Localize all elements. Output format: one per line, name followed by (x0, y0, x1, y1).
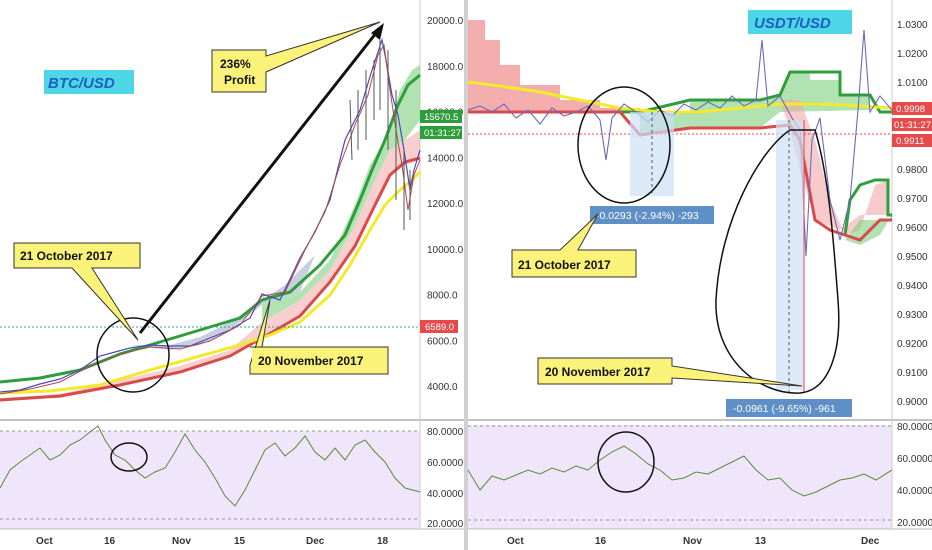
left-rsi-tick: 20.0000 (427, 519, 464, 530)
left-callout-nov-label: 20 November 2017 (258, 354, 364, 368)
right-rsi-tick: 60.0000 (897, 454, 932, 465)
left-y-tick: 10000.0 (427, 245, 464, 256)
left-rsi-axis: 80.0000 60.0000 40.0000 20.0000 (427, 427, 464, 530)
left-callout-oct-label: 21 October 2017 (20, 249, 113, 263)
right-timer-tag (892, 118, 932, 131)
left-circle-annotation (96, 317, 170, 393)
measure-label-oct-text: -0.0293 (-2.94%) -293 (596, 210, 699, 222)
left-callout-oct (13, 242, 141, 341)
profit-arrow-head (371, 23, 384, 40)
right-x-tick: Dec (861, 536, 880, 547)
left-price-tag-top (420, 110, 462, 123)
left-title-box (44, 70, 134, 94)
left-title: BTC/USD (48, 75, 115, 92)
right-title: USDT/USD (754, 15, 831, 32)
right-x-tick: Oct (507, 536, 524, 547)
left-timer-tag (420, 126, 462, 139)
left-y-tick: 6000.0 (427, 336, 458, 347)
right-price-tag-top (892, 102, 932, 115)
measure-label-oct (590, 206, 714, 224)
left-y-tick: 18000.0 (427, 62, 464, 73)
left-price-tag-top-label: 15670.5 (424, 112, 458, 123)
right-timer-tag-label: 01:31:27 (894, 120, 931, 131)
right-price-tag-top-label: 0.9998 (896, 104, 925, 115)
left-rsi-tick: 60.0000 (427, 458, 464, 469)
right-price-area (467, 20, 893, 392)
right-loop-nov (715, 129, 840, 394)
right-callout-oct (511, 213, 637, 278)
right-callout-nov (537, 357, 803, 387)
left-rsi-panel (0, 431, 420, 529)
left-timer-tag-label: 01:31:27 (424, 128, 461, 139)
measure-label-nov (726, 399, 852, 417)
left-price-line-tag-label: 6589.0 (425, 322, 454, 333)
left-y-tick: 20000.0 (427, 16, 464, 27)
profit-callout-line-1: 236% (220, 57, 251, 71)
left-x-tick: Nov (172, 536, 191, 547)
right-y-tick: 1.0200 (897, 49, 928, 60)
right-callout-oct-label: 21 October 2017 (518, 258, 611, 272)
right-y-tick: 0.9600 (897, 223, 928, 234)
right-rsi-tick: 80.0000 (897, 422, 932, 433)
measure-label-nov-text: -0.0961 (-9.65%) -961 (733, 403, 836, 415)
measure-box-nov (776, 120, 804, 390)
right-circle-oct (577, 86, 671, 204)
left-x-tick: 16 (104, 536, 116, 547)
right-x-tick: 16 (595, 536, 607, 547)
left-x-tick: Oct (36, 536, 53, 547)
left-rsi-indicator (0, 425, 421, 520)
profit-callout (211, 21, 381, 93)
right-price-line-tag (892, 134, 932, 147)
left-rsi-tick: 80.0000 (427, 427, 464, 438)
right-rsi-indicator (467, 425, 893, 521)
left-x-tick: Dec (306, 536, 325, 547)
right-rsi-tick: 20.0000 (897, 518, 932, 529)
left-y-tick: 4000.0 (427, 382, 458, 393)
left-x-axis: Oct 16 Nov 15 Dec 18 (36, 536, 389, 547)
right-rsi-panel (468, 425, 892, 529)
right-y-tick: 0.9000 (897, 397, 928, 408)
right-x-tick: 13 (755, 536, 767, 547)
left-price-area (0, 37, 422, 402)
right-y-tick: 0.9200 (897, 339, 928, 350)
right-y-tick: 0.9400 (897, 281, 928, 292)
right-y-tick: 0.9800 (897, 165, 928, 176)
left-y-tick: 14000.0 (427, 153, 464, 164)
right-x-tick: Nov (683, 536, 702, 547)
right-y-tick: 0.9700 (897, 194, 928, 205)
right-y-tick: 0.9500 (897, 252, 928, 263)
right-title-box (748, 10, 852, 34)
right-y-tick: 1.0300 (897, 20, 928, 31)
left-y-tick: 12000.0 (427, 199, 464, 210)
right-rsi-tick: 40.0000 (897, 486, 932, 497)
left-y-tick: 8000.0 (427, 291, 458, 302)
left-price-line-tag (420, 320, 458, 333)
right-y-tick: 0.9100 (897, 368, 928, 379)
left-x-tick: 15 (234, 536, 246, 547)
right-y-tick: 1.0100 (897, 78, 928, 89)
right-x-axis: Oct 16 Nov 13 Dec (507, 536, 880, 547)
right-price-line-tag-label: 0.9911 (896, 136, 924, 147)
right-rsi-axis: 80.0000 60.0000 40.0000 20.0000 (897, 422, 932, 529)
left-rsi-tick: 40.0000 (427, 489, 464, 500)
right-callout-nov-label: 20 November 2017 (545, 365, 651, 379)
profit-callout-line-2: Profit (224, 73, 255, 87)
pane-divider[interactable] (464, 0, 468, 550)
right-y-tick: 0.9300 (897, 310, 928, 321)
left-x-tick: 18 (377, 536, 389, 547)
